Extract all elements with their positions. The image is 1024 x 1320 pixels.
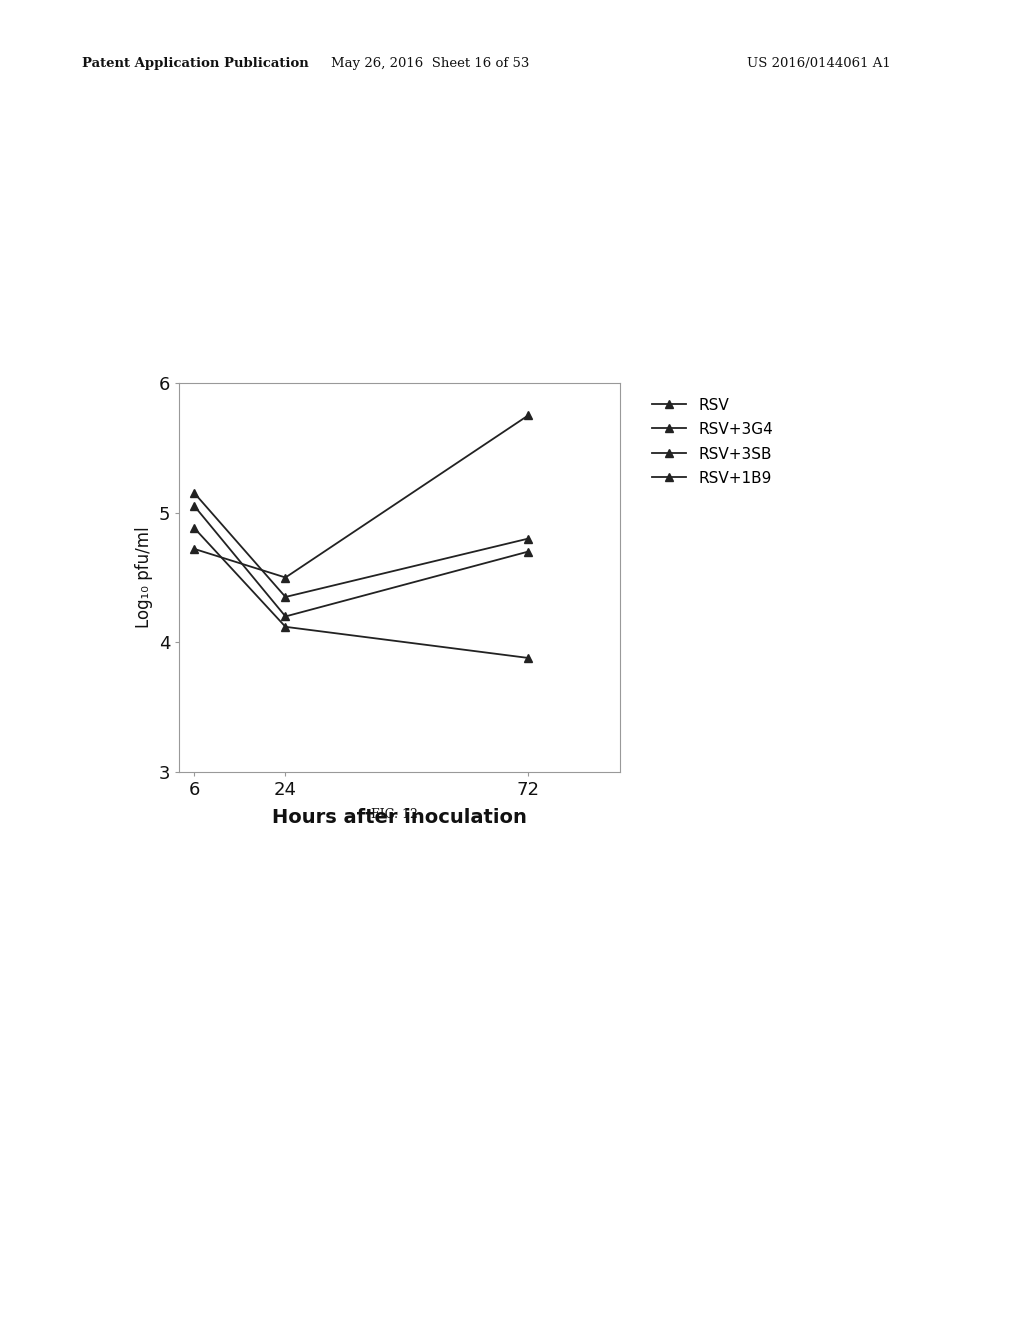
RSV+3G4 [188,486,201,502]
X-axis label: Hours after inoculation: Hours after inoculation [272,808,526,826]
Text: US 2016/0144061 A1: US 2016/0144061 A1 [748,57,891,70]
RSV+3SB [522,544,535,560]
RSV [188,541,201,557]
RSV+3G4 [280,589,292,605]
RSV [280,570,292,586]
Text: FIG. 12: FIG. 12 [371,808,418,821]
RSV+3SB [188,498,201,513]
RSV+1B9 [188,520,201,536]
Line: RSV+3G4: RSV+3G4 [190,488,532,601]
Legend: RSV, RSV+3G4, RSV+3SB, RSV+1B9: RSV, RSV+3G4, RSV+3SB, RSV+1B9 [645,391,780,494]
RSV+3SB [280,609,292,624]
RSV [522,408,535,424]
Line: RSV+3SB: RSV+3SB [190,502,532,620]
RSV+1B9 [522,649,535,665]
RSV+3G4 [522,531,535,546]
Line: RSV+1B9: RSV+1B9 [190,524,532,663]
Text: May 26, 2016  Sheet 16 of 53: May 26, 2016 Sheet 16 of 53 [331,57,529,70]
Line: RSV: RSV [190,411,532,582]
RSV+1B9 [280,619,292,635]
Y-axis label: Log₁₀ pfu/ml: Log₁₀ pfu/ml [135,527,154,628]
Text: Patent Application Publication: Patent Application Publication [82,57,308,70]
